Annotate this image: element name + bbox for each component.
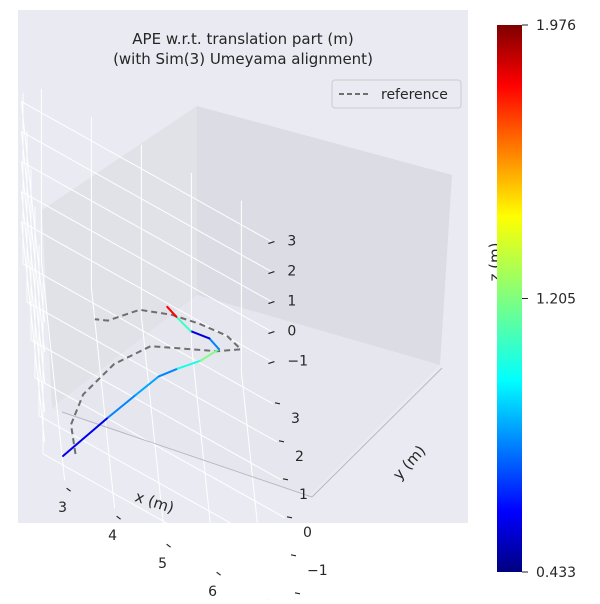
y-tick-mark bbox=[278, 440, 285, 443]
z-tick-mark bbox=[268, 271, 275, 275]
x-axis-line bbox=[61, 411, 313, 498]
x-tick-label: 3 bbox=[58, 500, 67, 516]
z-tick-mark bbox=[268, 301, 275, 305]
x-tick-mark bbox=[116, 515, 121, 520]
x-tick-label: 5 bbox=[158, 556, 167, 572]
y-tick-mark bbox=[290, 554, 297, 557]
x-tick-mark bbox=[66, 487, 71, 492]
z-tick-label: 2 bbox=[287, 264, 296, 280]
grid-x-floor bbox=[90, 287, 116, 509]
estimate-segment bbox=[199, 348, 220, 362]
grid-z-left bbox=[20, 221, 46, 443]
grid-z-back bbox=[21, 101, 272, 243]
reference-trajectory bbox=[69, 308, 244, 455]
estimate-segment bbox=[208, 337, 220, 351]
y-tick-label: 0 bbox=[303, 525, 312, 541]
grid-y-floor bbox=[42, 453, 294, 595]
y-tick-mark bbox=[274, 402, 281, 405]
colorbar-tick-label: 1.976 bbox=[536, 18, 576, 34]
grid-y-floor bbox=[30, 339, 282, 481]
colorbar bbox=[497, 25, 522, 572]
legend-reference-label: reference bbox=[381, 87, 448, 103]
estimate-segment bbox=[166, 305, 178, 318]
z-tick-mark bbox=[268, 241, 275, 245]
estimate-segment bbox=[175, 315, 192, 333]
grid-z-left bbox=[20, 131, 46, 353]
grid-z-back bbox=[21, 131, 272, 273]
legend-box bbox=[331, 79, 462, 109]
y-tick-label: 3 bbox=[291, 411, 300, 427]
y-tick-mark bbox=[294, 592, 301, 595]
x-tick-label: 4 bbox=[108, 528, 117, 544]
z-tick-mark bbox=[268, 361, 275, 365]
grid-x-floor bbox=[240, 371, 266, 593]
grid-y-floor bbox=[38, 415, 290, 557]
y-axis-line bbox=[311, 367, 443, 498]
estimate-segment bbox=[62, 416, 110, 457]
legend: reference bbox=[331, 79, 462, 109]
floor-pane bbox=[52, 295, 440, 495]
grid-y-floor bbox=[26, 301, 278, 443]
z-tick-label: 1 bbox=[287, 294, 296, 310]
colorbar-tick-label: 1.205 bbox=[536, 292, 576, 308]
z-tick-label: 0 bbox=[287, 324, 296, 340]
grid-x-floor bbox=[140, 315, 166, 537]
x-pane bbox=[42, 106, 197, 408]
grid-x-floor bbox=[40, 259, 66, 481]
grid-z-back bbox=[21, 191, 272, 333]
z-tick-label: −1 bbox=[287, 354, 308, 370]
grid-y-floor bbox=[34, 377, 286, 519]
z-tick-label: 3 bbox=[287, 234, 296, 250]
grid-z-left bbox=[20, 161, 46, 383]
y-tick-label: 1 bbox=[299, 487, 308, 503]
estimate-segment bbox=[189, 330, 211, 340]
estimate-segment bbox=[176, 359, 202, 370]
colorbar-ticks: 0.433 1.205 1.976 bbox=[522, 18, 576, 581]
grid-lines bbox=[20, 88, 294, 595]
y-tick-label: −1 bbox=[307, 563, 328, 579]
grid-x-floor bbox=[190, 343, 216, 565]
grid-z-left bbox=[20, 101, 46, 323]
colorbar-tick-label: 0.433 bbox=[536, 565, 576, 581]
grid-z-left bbox=[20, 191, 46, 413]
x-tick-mark bbox=[216, 571, 221, 576]
grid-z-back bbox=[21, 161, 272, 303]
estimate-segment bbox=[157, 367, 179, 378]
estimate-segment bbox=[134, 375, 160, 396]
series-group bbox=[62, 305, 244, 457]
grid-y-floor bbox=[22, 263, 274, 405]
z-tick-mark bbox=[268, 331, 275, 335]
chart-title-line-2: (with Sim(3) Umeyama alignment) bbox=[113, 50, 373, 68]
x-tick-mark bbox=[166, 543, 171, 548]
y-tick-mark bbox=[286, 516, 293, 519]
chart-title-line-1: APE w.r.t. translation part (m) bbox=[132, 30, 353, 48]
y-tick-mark bbox=[282, 478, 289, 481]
y-tick-label: 2 bbox=[295, 449, 304, 465]
y-pane bbox=[197, 106, 452, 365]
estimate-segment bbox=[107, 393, 137, 419]
x-tick-label: 6 bbox=[208, 584, 217, 600]
